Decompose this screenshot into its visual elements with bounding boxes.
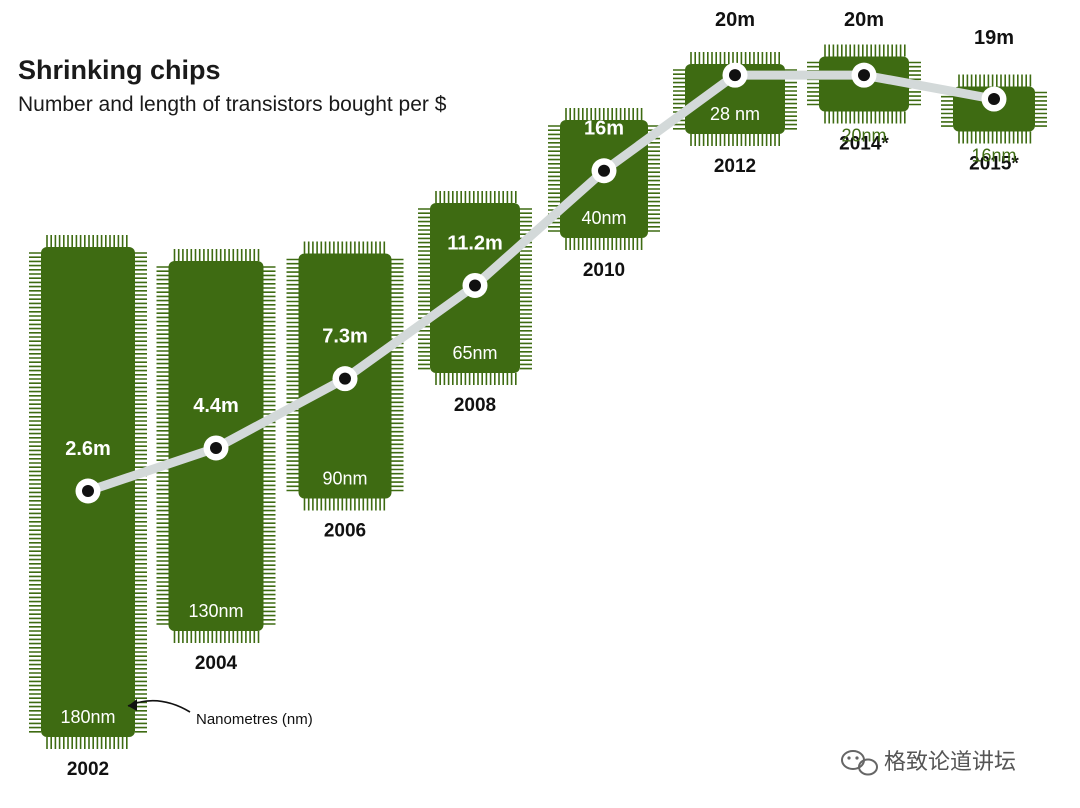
chip-pins: [173, 631, 260, 643]
year-label: 2008: [454, 395, 496, 416]
chip-pins: [807, 61, 819, 106]
chip-pins: [435, 191, 517, 203]
value-label: 2.6m: [65, 438, 111, 460]
value-label: 4.4m: [193, 395, 239, 417]
chip-pins: [391, 258, 404, 492]
annotation-text: Nanometres (nm): [196, 711, 313, 728]
node-label: 65nm: [452, 343, 497, 363]
chip-pins: [135, 252, 147, 733]
node-label: 90nm: [322, 469, 367, 489]
value-label: 16m: [584, 118, 624, 140]
chip-pins: [303, 498, 386, 511]
year-label: 2004: [195, 653, 238, 674]
chip-pins: [690, 134, 780, 146]
value-label: 7.3m: [322, 326, 368, 348]
chip-body: [685, 64, 785, 134]
chip-pins: [29, 252, 41, 733]
labels-layer: 2002 180nm 2004 130nm 2006 90nm 2008 65nm 2010 40…: [60, 9, 1019, 780]
series-line: [83, 70, 999, 496]
data-point-center: [210, 441, 222, 454]
nanometres-annotation: Nanometres (nm): [127, 699, 313, 728]
chip-pins: [1035, 91, 1047, 127]
node-label: 40nm: [581, 208, 626, 228]
data-point-center: [729, 69, 741, 82]
chip-pins: [824, 44, 906, 57]
chip-pins: [156, 266, 169, 625]
chip-pins: [958, 74, 1032, 87]
line-layer: [75, 62, 1007, 504]
chip-pins: [418, 208, 430, 370]
data-point-center: [988, 93, 1000, 106]
value-label: 20m: [715, 9, 755, 31]
node-label: 180nm: [60, 707, 115, 727]
data-point-center: [469, 279, 481, 292]
data-point-center: [598, 164, 610, 177]
node-label: 130nm: [188, 601, 243, 621]
chip-pins: [263, 266, 276, 625]
chip-pins: [46, 737, 128, 749]
chip-pins: [46, 235, 128, 247]
year-label: 2014*: [839, 134, 889, 155]
wechat-icon: [841, 750, 878, 776]
data-point-center: [82, 485, 94, 497]
chip-pins: [958, 131, 1032, 144]
chip-pins: [690, 52, 780, 64]
value-label: 11.2m: [447, 232, 503, 254]
watermark-text: 格致论道讲坛: [884, 750, 1016, 775]
node-label: 28 nm: [710, 104, 760, 124]
watermark: 格致论道讲坛: [841, 750, 1016, 776]
chart-title: Shrinking chips: [18, 55, 221, 85]
year-label: 2015*: [969, 154, 1019, 175]
chip-pins: [941, 91, 953, 127]
chip-pins: [173, 249, 260, 261]
node-label: 16nm: [971, 146, 1016, 166]
value-label: 19m: [974, 27, 1014, 49]
value-label: 20m: [844, 9, 884, 31]
data-point-center: [858, 69, 870, 82]
year-label: 2002: [67, 759, 109, 780]
chip-pins: [303, 241, 386, 254]
node-label: 20nm: [841, 126, 886, 146]
year-label: 2012: [714, 156, 756, 177]
chip-pins: [565, 238, 643, 250]
year-label: 2010: [583, 260, 625, 281]
data-point-center: [339, 372, 351, 385]
chips-layer: [29, 44, 1047, 749]
chart-subtitle: Number and length of transistors bought …: [18, 93, 447, 116]
year-label: 2006: [324, 521, 366, 542]
annotation-arrowhead: [128, 699, 137, 711]
chip-pins: [286, 258, 299, 492]
chip-pins: [565, 108, 643, 120]
chip-pins: [824, 111, 906, 124]
chip-pins: [435, 373, 517, 385]
